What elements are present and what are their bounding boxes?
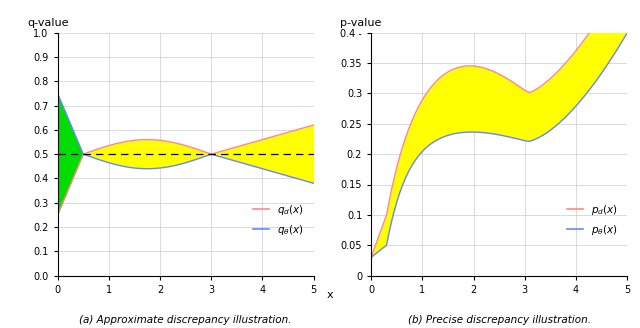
Legend: $p_d(x)$, $p_\theta(x)$: $p_d(x)$, $p_\theta(x)$ (563, 198, 622, 241)
Text: (b) Precise discrepancy illustration.: (b) Precise discrepancy illustration. (408, 315, 591, 325)
Legend: $q_d(x)$, $q_\theta(x)$: $q_d(x)$, $q_\theta(x)$ (250, 198, 308, 241)
Text: (a) Approximate discrepancy illustration.: (a) Approximate discrepancy illustration… (79, 315, 292, 325)
Text: p-value: p-value (340, 18, 382, 28)
Text: x: x (326, 290, 333, 300)
Text: q-value: q-value (27, 18, 68, 28)
